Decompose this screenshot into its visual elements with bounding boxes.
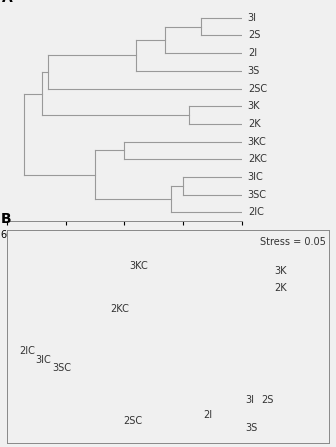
Text: 3IC: 3IC [248,172,263,182]
Text: 2I: 2I [204,410,213,420]
Text: B: B [0,212,11,226]
Text: 3K: 3K [248,101,260,111]
Text: 3S: 3S [245,423,258,433]
Text: 3K: 3K [275,266,287,275]
Text: 3SC: 3SC [248,190,267,200]
Text: 2KC: 2KC [248,154,267,164]
Text: 2I: 2I [248,48,257,58]
Text: 2IC: 2IC [248,207,264,217]
Text: 2SC: 2SC [123,416,142,426]
Text: 3KC: 3KC [248,137,266,147]
Text: 3I: 3I [245,395,254,405]
Text: 2K: 2K [248,119,260,129]
Text: 2S: 2S [248,30,260,41]
Text: Stress = 0.05: Stress = 0.05 [260,236,326,247]
Text: 3KC: 3KC [129,261,148,271]
Text: 3S: 3S [248,66,260,76]
Text: 2KC: 2KC [110,304,129,314]
Text: 3IC: 3IC [36,355,51,365]
Text: 2SC: 2SC [248,84,267,93]
Text: 3I: 3I [248,13,257,23]
Text: 2IC: 2IC [19,346,36,356]
Text: 2K: 2K [275,283,287,292]
Text: 2S: 2S [261,395,274,405]
Text: A: A [2,0,13,4]
Text: 3SC: 3SC [52,363,71,373]
